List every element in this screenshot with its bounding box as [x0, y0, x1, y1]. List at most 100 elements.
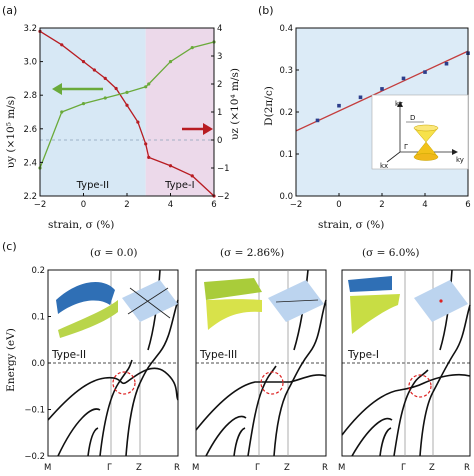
k-label-3-M: M [338, 463, 345, 473]
data-point-b [337, 103, 341, 108]
y-right-tick-label-a: 3 [217, 52, 222, 62]
ky-label: ky [456, 156, 464, 164]
y-right-tick-label-a: 0 [217, 136, 222, 146]
band-subpanel-3: (σ = 6.0%) Type-I M Γ Z R [338, 247, 471, 473]
fit-line [295, 50, 469, 132]
y-axis-label-b: D(2π/c) [263, 86, 275, 126]
y-tick-label-b: 0.3 [279, 66, 293, 76]
cone-inset: kz ky kx D Γ [371, 94, 469, 170]
series-point-1 [125, 90, 129, 94]
x-tick-label-b: −2 [290, 200, 303, 210]
type-label-3: Type-I [347, 349, 379, 361]
y-tick-label-b: 0.2 [279, 108, 293, 118]
left-axis-arrow [52, 83, 103, 95]
k-label-2-Z: Z [284, 463, 290, 473]
y-axis-right-label-a: υz (×10⁴ m/s) [229, 68, 241, 140]
type-label-2: Type-III [199, 349, 237, 361]
data-point-b [444, 61, 449, 66]
series-point-1 [168, 60, 173, 64]
x-axis-label-a: strain, σ (%) [48, 219, 114, 231]
y-tick-label-c: 0.0 [31, 359, 45, 369]
panel-label-c: (c) [2, 240, 17, 253]
y-left-tick-label-a: 2.2 [23, 192, 37, 202]
k-label-2-M: M [192, 463, 199, 473]
y-right-tick-label-a: 2 [217, 80, 222, 90]
region-label-type-i: Type-I [164, 180, 195, 191]
series-point-0 [114, 86, 118, 91]
series-point-0 [125, 103, 129, 107]
x-tick-label-b: 2 [379, 200, 384, 210]
data-point-b [358, 95, 363, 100]
k-label-1-M: M [44, 463, 51, 473]
y-left-tick-label-a: 3.0 [23, 58, 37, 68]
x-tick-label-a: 6 [211, 200, 216, 210]
kz-label: kz [395, 100, 403, 108]
series-point-1 [81, 102, 86, 106]
band-subpanel-1: (σ = 0.0) Type-II M Γ Z R [44, 247, 180, 473]
y-left-tick-label-a: 3.2 [23, 24, 37, 34]
k-label-1-gamma: Γ [107, 463, 112, 473]
data-point-b [423, 70, 427, 74]
x-tick-label-a: −2 [34, 200, 47, 210]
y-right-tick-label-a: 4 [217, 24, 222, 34]
series-point-1 [147, 82, 151, 86]
series-point-0 [81, 60, 86, 64]
series-point-1 [103, 96, 107, 100]
chart-a: Type-II Type-I −2 0 2 4 6 2.2 2.4 2.6 2.8 3.0 3.2 −… [5, 24, 241, 231]
k-label-2-gamma: Γ [255, 463, 260, 473]
x-tick-label-b: 6 [465, 200, 470, 210]
d-label: D [410, 114, 415, 122]
x-tick-label-a: 0 [81, 200, 86, 210]
k-label-1-Z: Z [136, 463, 142, 473]
k-label-3-gamma: Γ [401, 463, 406, 473]
gamma-label: Γ [404, 143, 408, 151]
k-label-1-R: R [174, 463, 180, 473]
y-tick-label-c: −0.2 [24, 452, 45, 462]
x-tick-label-b: 0 [336, 200, 341, 210]
y-tick-label-c: −0.1 [24, 406, 45, 416]
series-point-0 [92, 68, 96, 72]
series-point-0 [168, 164, 173, 168]
series-point-0 [136, 120, 140, 124]
y-tick-label-b: 0.4 [279, 24, 293, 34]
chart-c: Energy (eV) 0.2 0.1 0.0 −0.1 −0.2 (σ = 0.0) … [5, 247, 471, 473]
series-line-1 [39, 41, 215, 169]
y-tick-label-b: 0.1 [279, 150, 293, 160]
band-subpanel-2: (σ = 2.86%) Type-III M Γ Z R [192, 247, 328, 473]
y-left-tick-label-a: 2.6 [23, 125, 37, 135]
subpanel-title-3: (σ = 6.0%) [362, 247, 420, 259]
k-label-3-R: R [464, 463, 470, 473]
subpanel-title-2: (σ = 2.86%) [220, 247, 284, 259]
y-right-tick-label-a: 1 [217, 108, 222, 118]
region-label-type-ii: Type-II [76, 180, 109, 191]
series-point-0 [147, 155, 151, 159]
right-axis-arrow [182, 123, 213, 135]
data-point-b [380, 87, 384, 91]
y-axis-left-label-a: υy (×10⁵ m/s) [5, 96, 17, 168]
y-tick-label-b: 0.0 [279, 192, 293, 202]
region-type-ii [40, 28, 146, 196]
x-tick-label-a: 4 [168, 200, 173, 210]
data-point-b [315, 118, 320, 123]
subpanel-title-1: (σ = 0.0) [90, 247, 138, 259]
x-tick-label-b: 4 [422, 200, 427, 210]
panel-label-a: (a) [2, 4, 17, 17]
series-point-0 [144, 142, 148, 146]
series-point-0 [103, 76, 107, 80]
y-tick-label-c: 0.2 [31, 266, 45, 276]
y-left-tick-label-a: 2.4 [23, 158, 37, 168]
y-tick-label-c: 0.1 [31, 313, 45, 323]
y-left-tick-label-a: 2.8 [23, 91, 37, 101]
k-label-2-R: R [322, 463, 328, 473]
x-tick-label-a: 2 [124, 200, 129, 210]
x-axis-label-b: strain, σ (%) [318, 219, 384, 231]
kx-label: kx [380, 162, 388, 170]
series-point-1 [144, 85, 148, 89]
k-label-3-Z: Z [429, 463, 435, 473]
chart-b: −2 0 2 4 6 0.0 0.1 0.2 0.3 0.4 kz ky kx D Γ strai… [263, 24, 471, 231]
panel-label-b: (b) [258, 4, 274, 17]
y-axis-label-c: Energy (eV) [5, 328, 17, 392]
type-label-1: Type-II [51, 349, 86, 361]
series-point-0 [190, 174, 194, 178]
y-right-tick-label-a: −2 [217, 192, 230, 202]
